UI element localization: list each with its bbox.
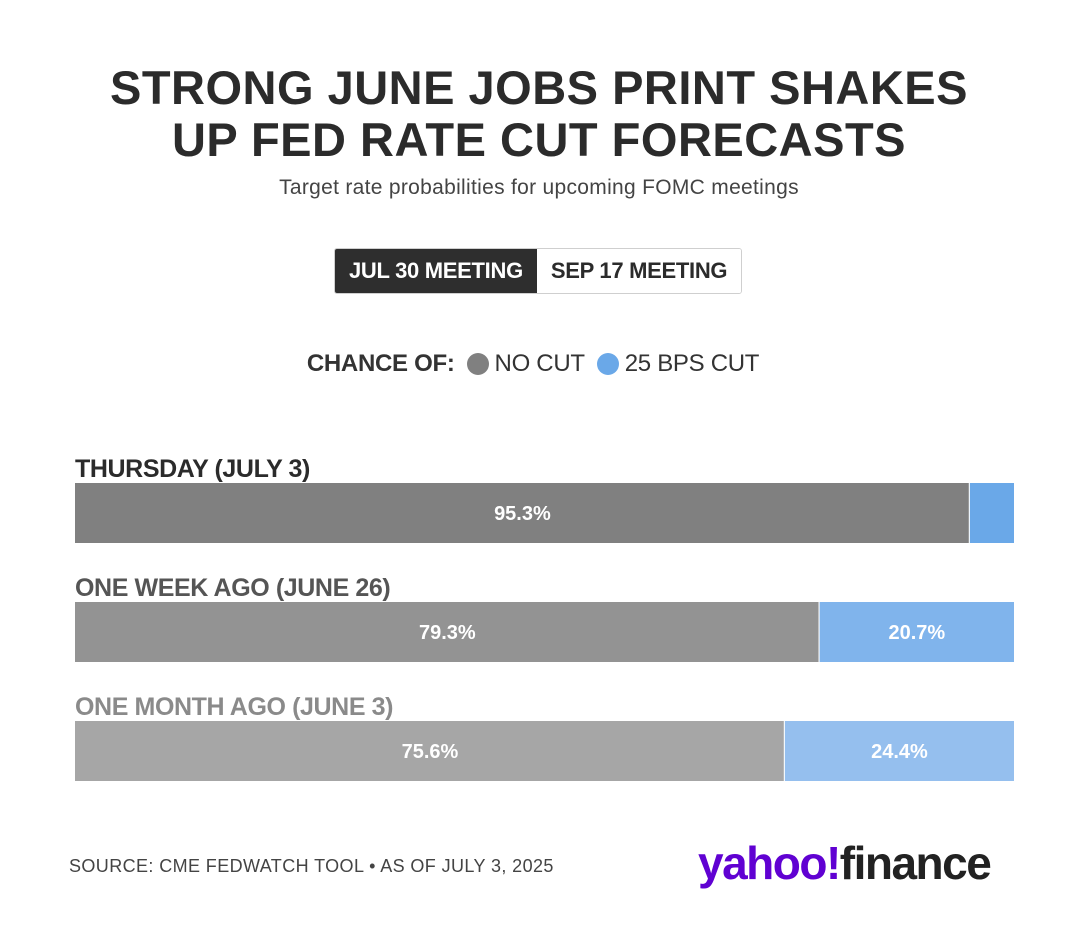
category-label-2: ONE MONTH AGO (JUNE 3) bbox=[75, 693, 393, 721]
chart-title-line-2: UP FED RATE CUT FORECASTS bbox=[171, 113, 907, 166]
bar-no-cut-2 bbox=[75, 721, 784, 781]
tab-jul-30-meeting[interactable]: JUL 30 MEETING bbox=[335, 249, 537, 293]
legend-item-no-cut: NO CUT bbox=[466, 350, 586, 378]
legend-swatch-25-bps-cut bbox=[596, 353, 619, 375]
chart-legend: CHANCE OF: NO CUT 25 BPS CUT bbox=[0, 350, 1078, 378]
chart-title: STRONG JUNE JOBS PRINT SHAKES UP FED RAT… bbox=[0, 62, 1078, 166]
data-label-no-cut-1: 79.3% bbox=[419, 622, 476, 644]
category-label-1: ONE WEEK AGO (JUNE 26) bbox=[75, 574, 390, 602]
source-note: SOURCE: CME FEDWATCH TOOL • AS OF JULY 3… bbox=[69, 856, 554, 876]
legend-item-25-bps-cut: 25 BPS CUT bbox=[596, 350, 760, 378]
legend-swatch-no-cut bbox=[466, 353, 489, 375]
chart-title-line-1: STRONG JUNE JOBS PRINT SHAKES bbox=[109, 61, 969, 114]
meeting-tabs: JUL 30 MEETING SEP 17 MEETING bbox=[334, 248, 743, 294]
legend-title: CHANCE OF: bbox=[306, 350, 455, 377]
logo-finance: finance bbox=[839, 837, 992, 889]
data-label-no-cut-0: 95.3% bbox=[494, 503, 551, 525]
category-label-0: THURSDAY (JULY 3) bbox=[75, 455, 310, 483]
yahoo-finance-logo: yahoo!finance bbox=[698, 836, 992, 890]
bar-25-bps-cut-1 bbox=[819, 602, 1014, 662]
legend-label-25-bps-cut: 25 BPS CUT bbox=[624, 350, 760, 377]
tab-sep-17-meeting[interactable]: SEP 17 MEETING bbox=[536, 249, 742, 293]
legend-label-no-cut: NO CUT bbox=[494, 350, 586, 377]
bar-25-bps-cut-0 bbox=[969, 483, 1014, 543]
data-label-25-bps-cut-1: 20.7% bbox=[888, 622, 945, 644]
data-label-25-bps-cut-2: 24.4% bbox=[871, 741, 928, 763]
bar-25-bps-cut-2 bbox=[784, 721, 1014, 781]
data-label-no-cut-2: 75.6% bbox=[402, 741, 459, 763]
logo-yahoo: yahoo! bbox=[698, 837, 841, 889]
chart-subtitle: Target rate probabilities for upcoming F… bbox=[279, 176, 799, 199]
bar-no-cut-0 bbox=[75, 483, 969, 543]
bar-no-cut-1 bbox=[75, 602, 819, 662]
